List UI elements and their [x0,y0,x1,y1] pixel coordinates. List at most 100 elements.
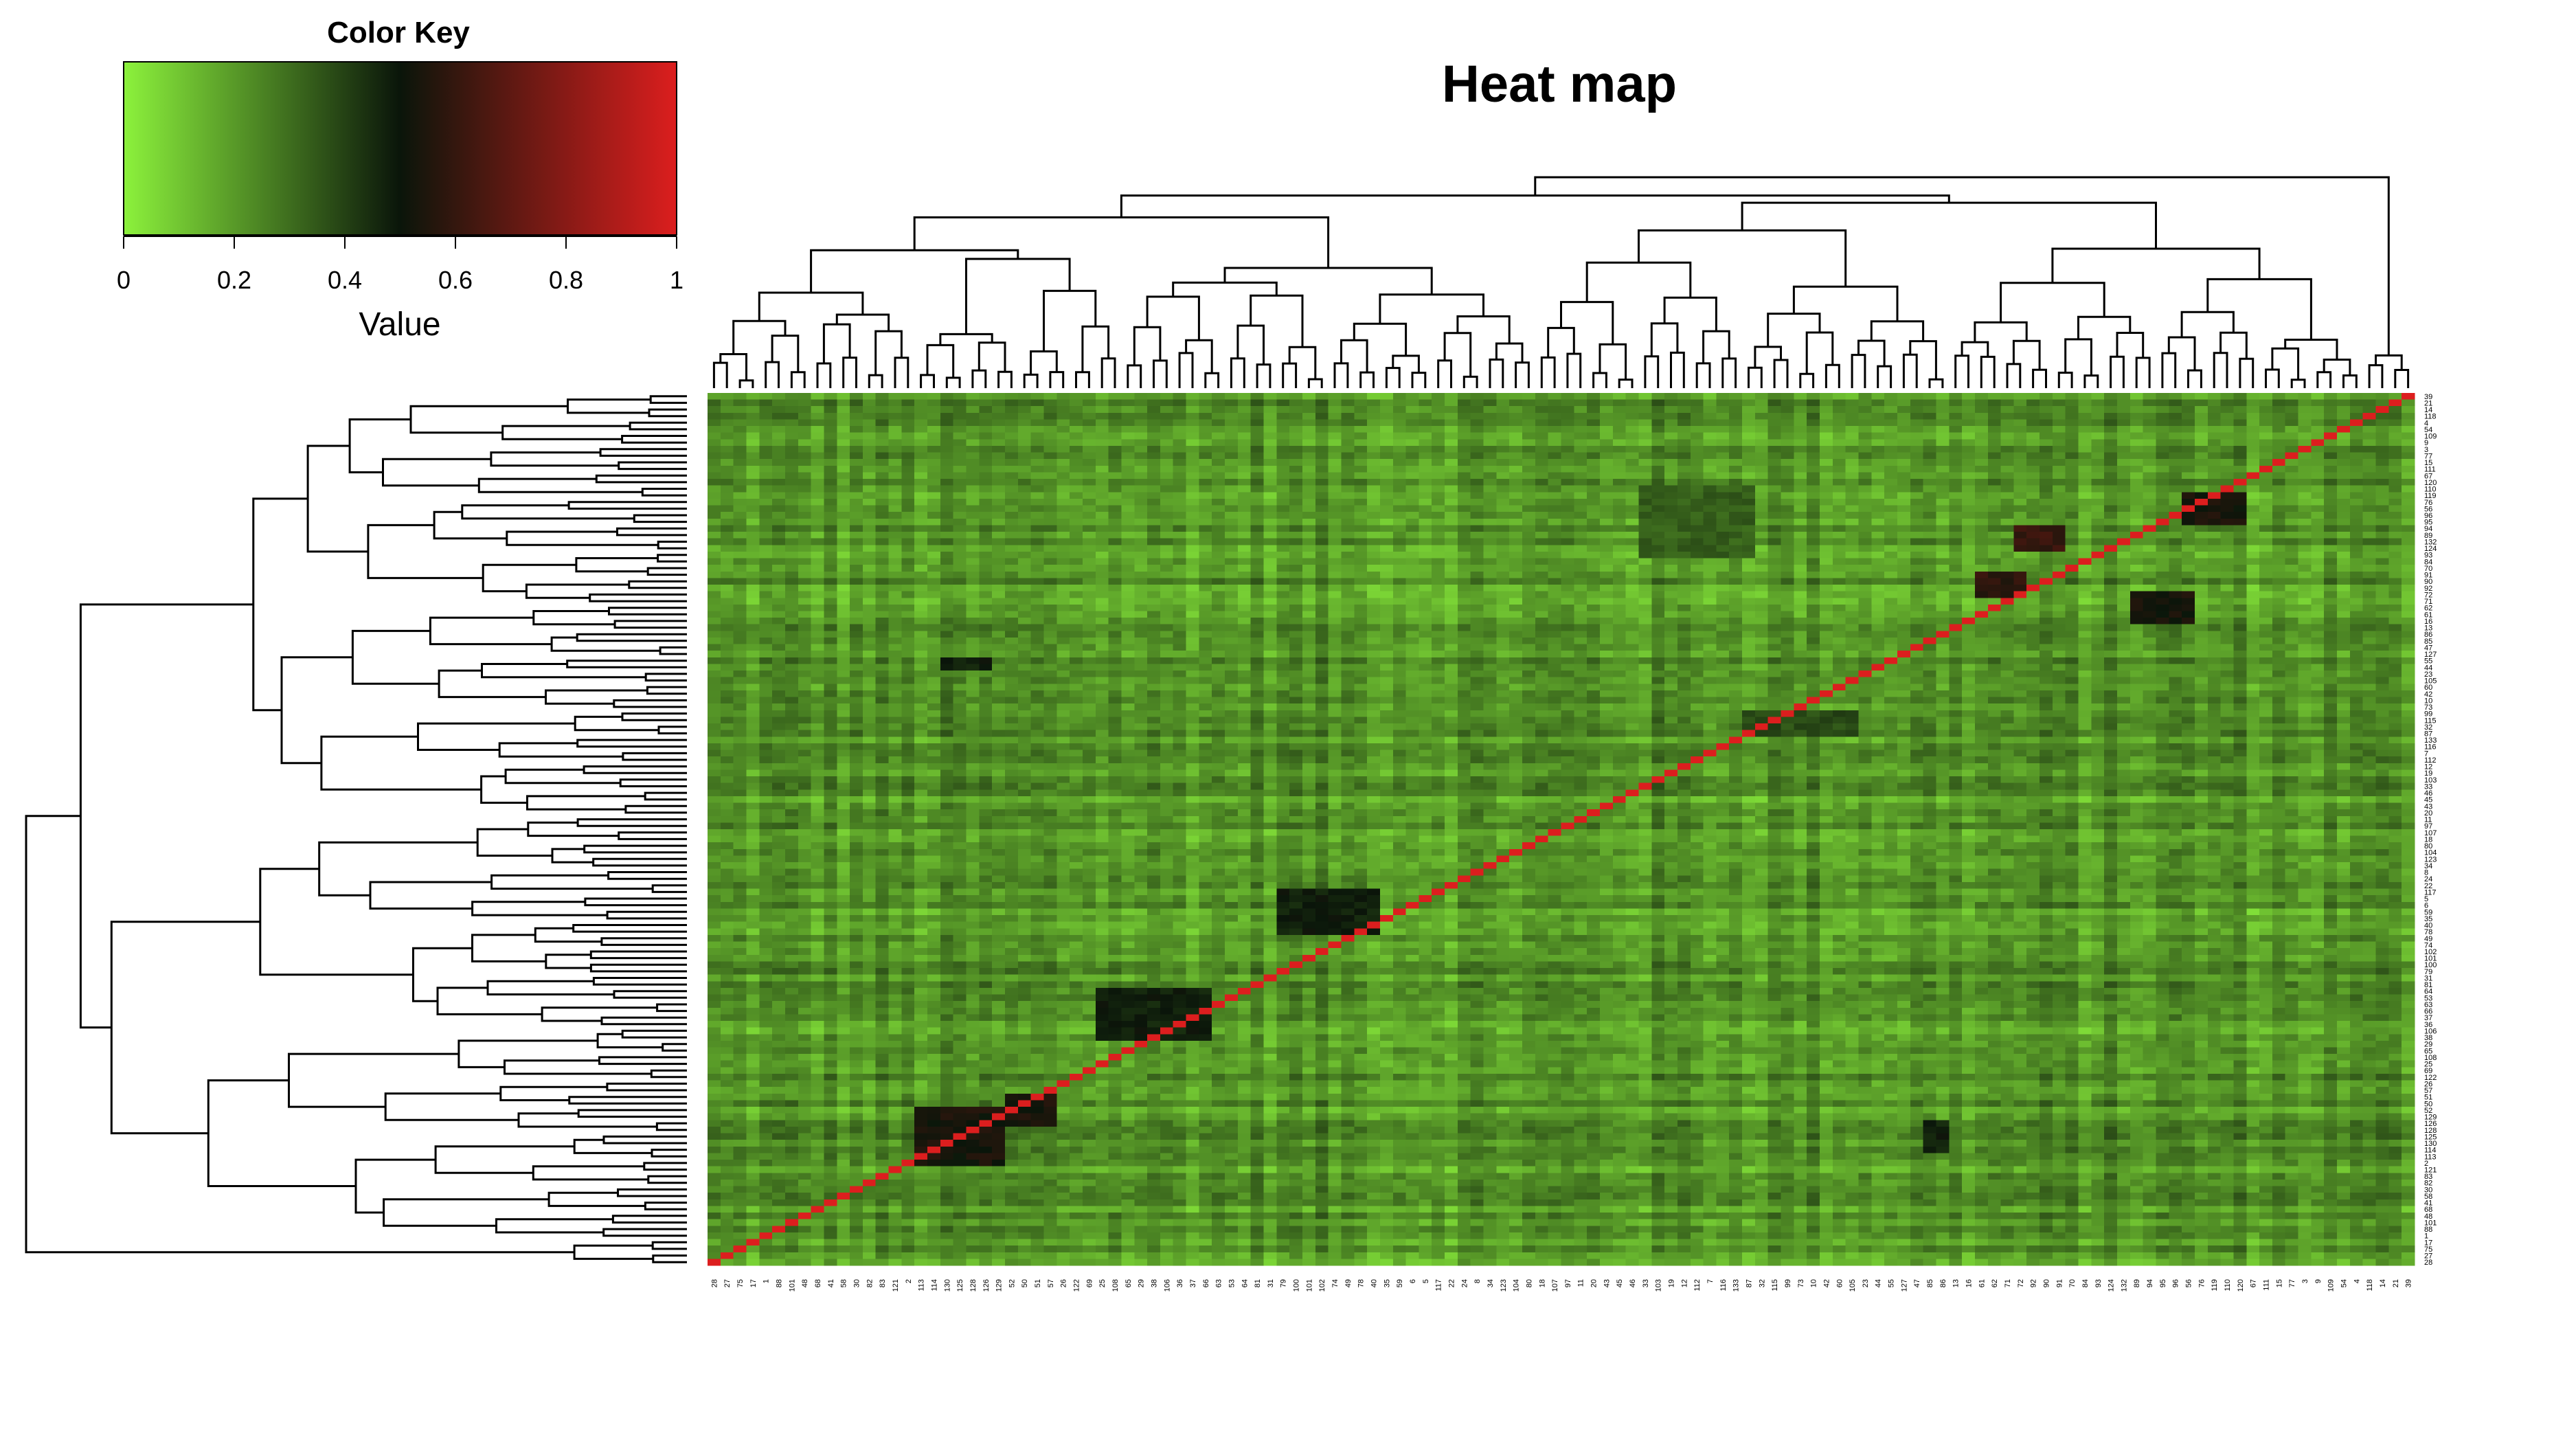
heatmap-cell [811,412,825,420]
heatmap-cell [1225,551,1239,559]
heatmap-cell [927,439,941,447]
heatmap-cell [940,465,954,473]
dendrogram-branch [611,1215,687,1224]
heatmap-cell [1199,618,1212,625]
heatmap-cell [940,585,954,592]
heatmap-cell [2324,412,2338,420]
heatmap-cell [1017,505,1032,512]
heatmap-cell [1574,551,1588,559]
heatmap-cell [2375,505,2389,512]
heatmap-cell [1147,598,1161,605]
heatmap-cell [1716,399,1730,407]
heatmap-cell [1574,604,1588,612]
heatmap-cell [1070,412,1083,420]
heatmap-cell [837,393,850,401]
heatmap-cell [1949,598,1963,605]
heatmap-cell [1612,545,1627,552]
heatmap-cell [2078,432,2092,440]
heatmap-cell [2285,479,2299,486]
heatmap-cell [1910,452,1924,460]
heatmap-cell [1432,551,1445,559]
heatmap-cell [2285,565,2299,572]
heatmap-cell [927,465,941,473]
heatmap-cell [850,565,863,572]
heatmap-cell [2362,445,2377,453]
heatmap-cell [1121,452,1135,460]
dendrogram-branch [318,841,478,897]
heatmap-cell [1302,419,1316,427]
heatmap-cell [1496,505,1510,512]
heatmap-cell [2220,439,2235,447]
dendrogram-branch [1585,261,1692,302]
heatmap-cell [1445,565,1458,572]
heatmap-cell [2000,459,2015,466]
heatmap-cell [979,571,993,578]
dendrogram-branch [810,249,1019,293]
heatmap-cell [1987,445,2002,453]
heatmap-cell [708,445,721,453]
heatmap-cell [1419,406,1432,414]
heatmap-cell [2324,492,2338,499]
heatmap-cell [1574,472,1588,480]
heatmap-cell [1367,412,1381,420]
heatmap-cell [1949,578,1963,585]
heatmap-cell [2000,452,2015,460]
heatmap-cell [1199,399,1212,407]
heatmap-cell [1832,611,1846,618]
heatmap-cell [2272,479,2286,486]
heatmap-cell [1470,492,1484,499]
heatmap-cell [927,598,941,605]
heatmap-cell [1237,532,1252,539]
heatmap-cell [1212,585,1225,592]
dendrogram-branch [382,458,491,487]
heatmap-cell [1276,518,1290,526]
heatmap-cell [1807,452,1820,460]
heatmap-cell [1974,406,1989,414]
heatmap-cell [824,419,837,427]
heatmap-cell [1225,492,1239,499]
heatmap-cell [1004,624,1019,631]
heatmap-cell [2259,498,2273,506]
heatmap-cell [2104,598,2118,605]
heatmap-cell [953,611,967,618]
heatmap-cell [1134,479,1148,486]
heatmap-cell [1845,591,1860,598]
heatmap-cell [2129,419,2144,427]
heatmap-cell [2220,445,2235,453]
heatmap-cell [2298,406,2312,414]
heatmap-cell [798,479,812,486]
heatmap-cell [2375,532,2389,539]
heatmap-cell [1276,565,1290,572]
heatmap-cell [1134,618,1148,625]
heatmap-cell [1910,551,1924,559]
heatmap-cell [1599,512,1614,519]
heatmap-cell [708,492,721,499]
heatmap-cell [850,611,863,618]
heatmap-cell [1781,585,1794,592]
heatmap-cell [1095,558,1109,565]
heatmap-cell [1651,571,1665,578]
heatmap-cell [1302,604,1316,612]
heatmap-cell [708,518,721,526]
heatmap-cell [2259,598,2273,605]
heatmap-cell [1341,571,1355,578]
heatmap-cell [1250,538,1265,545]
heatmap-cell [1496,445,1510,453]
heatmap-cell [1651,419,1665,427]
dendrogram-branch [712,361,728,388]
heatmap-cell [1328,618,1342,625]
heatmap-cell [1030,472,1045,480]
heatmap-cell [824,618,837,625]
heatmap-cell [979,578,993,585]
heatmap-cell [2362,512,2377,519]
heatmap-cell [1807,505,1820,512]
heatmap-cell [1057,485,1070,493]
heatmap-cell [1987,393,2002,401]
heatmap-cell [1082,532,1096,539]
dendrogram-branch [1100,357,1116,388]
heatmap-cell [1030,551,1045,559]
heatmap-cell [1405,565,1420,572]
heatmap-cell [1263,393,1277,401]
heatmap-cell [1043,505,1057,512]
heatmap-cell [1754,419,1769,427]
